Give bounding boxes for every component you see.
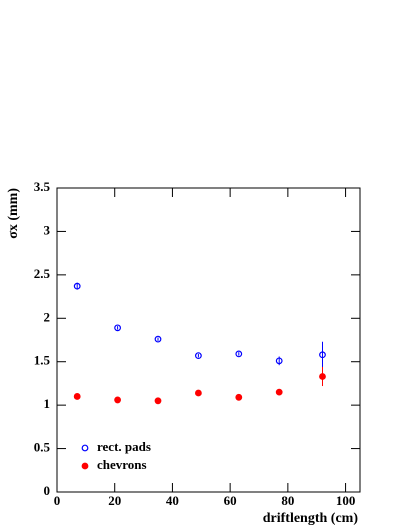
data-point: [154, 335, 162, 343]
x-axis-label: driftlength (cm): [263, 511, 359, 526]
legend-marker: [81, 444, 89, 452]
data-point: [319, 373, 326, 380]
y-tick-label: 3: [44, 222, 51, 237]
data-point: [275, 388, 283, 396]
data-point: [73, 393, 81, 400]
x-tick-label: 0: [54, 493, 61, 508]
data-point: [154, 397, 162, 405]
x-tick-label: 60: [224, 493, 237, 508]
y-tick-label: 2: [44, 309, 51, 324]
y-tick-label: 2.5: [34, 266, 51, 281]
legend-marker: [81, 462, 89, 470]
data-point: [319, 351, 326, 359]
data-point: [194, 389, 202, 397]
y-tick-label: 0.5: [34, 440, 51, 455]
x-tick-label: 100: [336, 493, 356, 508]
data-point: [114, 396, 121, 404]
y-tick-label: 3.5: [34, 179, 51, 194]
x-tick-label: 80: [281, 493, 294, 508]
y-tick-label: 1.5: [34, 353, 51, 368]
legend-label: rect. pads: [97, 439, 151, 454]
data-point: [114, 324, 121, 332]
data-point: [73, 282, 81, 290]
y-axis-label: σx (mm): [6, 188, 21, 239]
y-tick-label: 1: [44, 396, 51, 411]
legend-label: chevrons: [97, 457, 147, 472]
plot-frame: [56, 187, 361, 493]
x-tick-label: 40: [166, 493, 179, 508]
y-tick-label: 0: [44, 483, 51, 498]
data-point: [235, 350, 243, 358]
data-point: [194, 352, 202, 360]
data-point: [275, 357, 283, 365]
data-point: [235, 393, 243, 401]
x-tick-label: 20: [108, 493, 121, 508]
